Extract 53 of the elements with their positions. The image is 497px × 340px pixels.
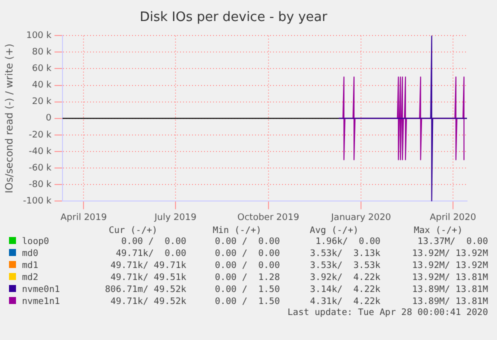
legend-label: loop0 <box>21 236 50 248</box>
text: 13.89M/ 13.81M <box>411 296 489 308</box>
y-tick-label: 0 <box>46 114 52 124</box>
legend-label: md1 <box>21 260 40 272</box>
x-tick-label: October 2019 <box>237 212 300 223</box>
legend-label: nvme0n1 <box>21 284 61 296</box>
text: 3.53k/ 3.13k <box>309 248 382 260</box>
y-tick-label: 60 k <box>32 64 52 74</box>
legend-label: md0 <box>21 248 40 260</box>
text: 0.00 / 1.50 <box>214 284 281 296</box>
text: 1.96k/ 0.00 <box>314 236 382 248</box>
text: Avg (-/+) <box>308 226 360 236</box>
x-tick-label: April 2019 <box>60 212 108 223</box>
text: 4.31k/ 4.22k <box>309 296 382 308</box>
y-tick-label: 100 k <box>26 30 52 41</box>
y-tick-label: 80 k <box>32 48 52 58</box>
text: 3.53k/ 3.53k <box>309 260 382 272</box>
y-tick-label: -40 k <box>28 146 52 157</box>
y-axis-title: IOs/second read (-) / write (+) <box>4 44 16 194</box>
text: 0.00 / 1.28 <box>214 272 281 284</box>
x-tick-label: April 2020 <box>430 212 476 223</box>
text: 13.92M/ 13.92M <box>411 248 489 260</box>
text: 49.71k/ 0.00 <box>114 248 188 260</box>
text: 0.00 / 0.00 <box>214 260 281 272</box>
legend-label: md2 <box>21 272 40 284</box>
text: 3.14k/ 4.22k <box>309 284 382 296</box>
chart-title: Disk IOs per device - by year <box>140 10 328 26</box>
text: 49.71k/ 49.52k <box>109 296 188 308</box>
text: 49.71k/ 49.51k <box>109 272 188 284</box>
y-tick-label: -100 k <box>23 196 52 207</box>
text: 0.00 / 1.50 <box>214 296 281 308</box>
text: 13.37M/ 0.00 <box>416 236 489 248</box>
text: 49.71k/ 49.71k <box>109 260 188 272</box>
text: Min (-/+) <box>212 226 262 236</box>
x-tick-label: January 2020 <box>330 212 392 223</box>
text: 0.00 / 0.00 <box>120 236 188 248</box>
text: 13.92M/ 13.81M <box>411 272 489 284</box>
text: 13.89M/ 13.81M <box>411 284 489 296</box>
y-tick-label: -20 k <box>28 130 52 140</box>
text: 806.71m/ 49.52k <box>104 284 188 296</box>
y-tick-label: -60 k <box>28 163 52 174</box>
y-tick-label: -80 k <box>28 180 52 190</box>
text: 3.92k/ 4.22k <box>309 272 382 284</box>
x-tick-label: July 2019 <box>154 212 197 223</box>
text: Cur (-/+) <box>108 226 158 236</box>
text: 0.00 / 0.00 <box>214 248 281 260</box>
legend-label: nvme1n1 <box>21 296 61 308</box>
y-tick-label: 40 k <box>32 80 52 91</box>
text: 13.92M/ 13.92M <box>411 260 489 272</box>
y-tick-label: 20 k <box>32 97 52 108</box>
text: 0.00 / 0.00 <box>214 236 281 248</box>
text: Max (-/+) <box>412 226 464 236</box>
text: Last update: Tue Apr 28 00:00:41 2020 <box>286 308 489 318</box>
